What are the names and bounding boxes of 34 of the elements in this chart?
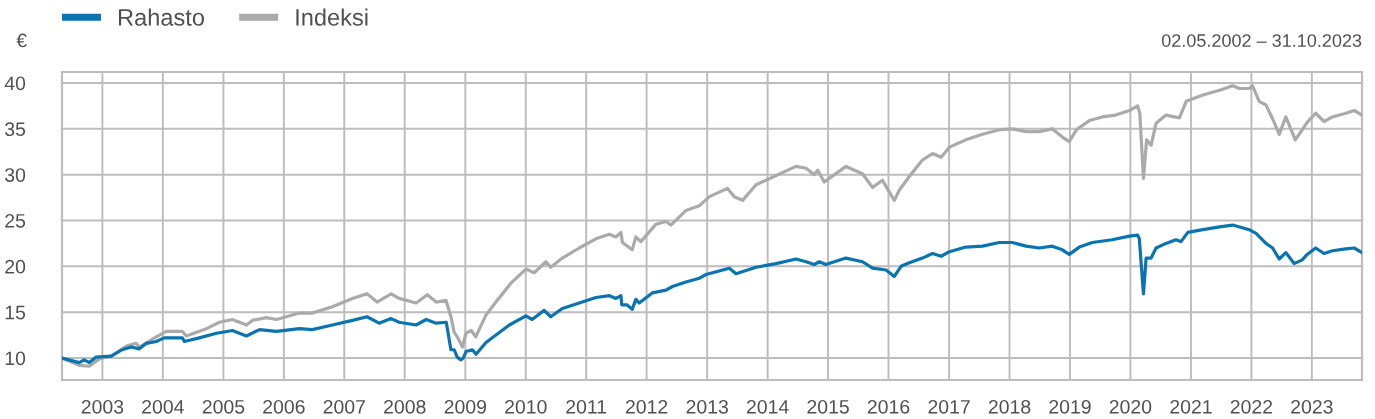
y-tick-label: 20: [5, 259, 26, 274]
x-tick-label: 2016: [867, 399, 910, 414]
x-tick-label: 2013: [686, 399, 728, 414]
x-tick-label: 2017: [928, 399, 970, 414]
x-tick-label: 2014: [746, 399, 789, 414]
x-tick-label: 2015: [807, 399, 849, 414]
x-tick-label: 2007: [323, 399, 365, 414]
x-tick-label: 2006: [263, 399, 305, 414]
chart-subtitle: 02.05.2002 – 31.10.2023: [1161, 34, 1362, 47]
x-tick-label: 2018: [988, 399, 1031, 414]
y-tick-label: 10: [5, 351, 26, 366]
y-tick-label: 40: [4, 76, 26, 91]
y-tick-label: 35: [5, 122, 26, 137]
x-tick-label: 2010: [505, 399, 547, 414]
x-tick-label: 2008: [384, 399, 426, 414]
line-series: [62, 223, 1362, 365]
x-tick-label: 2004: [142, 399, 184, 414]
x-tick-label: 2023: [1291, 399, 1333, 414]
line-series: [62, 84, 1362, 368]
x-tick-label: 2011: [566, 399, 607, 414]
y-tick-label: 30: [5, 168, 26, 182]
y-tick-label: 15: [5, 305, 26, 320]
y-tick-label: 25: [5, 213, 26, 228]
x-tick-label: 2012: [625, 399, 668, 414]
legend-label: Indeksi: [296, 8, 368, 26]
x-tick-label: 2019: [1049, 399, 1091, 414]
x-tick-label: 2003: [81, 399, 124, 414]
legend-label: Rahasto: [118, 8, 204, 26]
x-tick-label: 2009: [444, 399, 487, 414]
y-axis-title: €: [16, 33, 27, 48]
x-tick-label: 2021: [1170, 399, 1212, 414]
x-tick-label: 2020: [1109, 399, 1152, 414]
x-tick-label: 2022: [1230, 399, 1273, 414]
x-tick-label: 2005: [202, 399, 245, 414]
